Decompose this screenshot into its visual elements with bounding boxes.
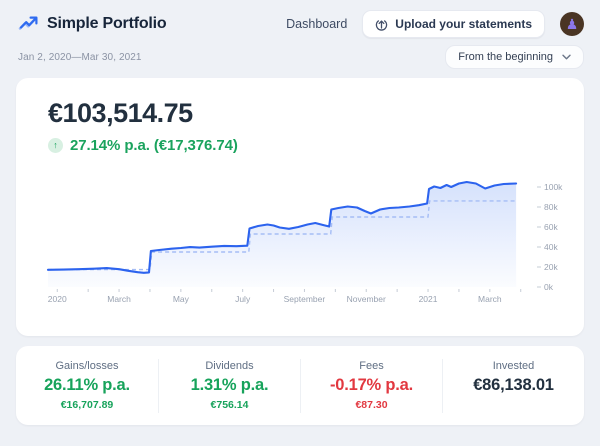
app-header: Simple Portfolio Dashboard Upload your s… — [0, 0, 600, 40]
stat-value: 26.11% p.a. — [44, 376, 130, 394]
svg-text:80k: 80k — [544, 202, 558, 212]
nav-dashboard-link[interactable]: Dashboard — [286, 17, 348, 31]
stats-summary-card: Gains/losses 26.11% p.a. €16,707.89 Divi… — [16, 346, 584, 425]
stat-label: Fees — [359, 360, 384, 372]
stat-subvalue: €756.14 — [210, 399, 249, 411]
stat-label: Dividends — [205, 360, 254, 372]
stat-value: 1.31% p.a. — [190, 376, 269, 394]
svg-text:July: July — [235, 294, 251, 304]
svg-text:November: November — [347, 294, 386, 304]
stat-subvalue: €87.30 — [355, 399, 388, 411]
brand: Simple Portfolio — [18, 14, 167, 34]
portfolio-summary-card: €103,514.75 ↑ 27.14% p.a. (€17,376.74) 2… — [16, 78, 584, 336]
svg-text:100k: 100k — [544, 182, 563, 192]
trending-up-logo-icon — [18, 14, 39, 34]
date-range-label: Jan 2, 2020—Mar 30, 2021 — [18, 51, 142, 63]
portfolio-value-chart: 2020 March May July September November 2021 Mar… — [46, 180, 563, 304]
svg-text:May: May — [173, 294, 190, 304]
stat-label: Invested — [492, 360, 535, 372]
svg-text:60k: 60k — [544, 222, 558, 232]
period-select-dropdown[interactable]: From the beginning — [445, 45, 584, 69]
chart-container: 2020 March May July September November 2021 Mar… — [16, 175, 584, 314]
return-row: ↑ 27.14% p.a. (€17,376.74) — [16, 135, 584, 155]
stat-label: Gains/losses — [55, 360, 119, 372]
upload-button-label: Upload your statements — [395, 17, 532, 31]
svg-text:March: March — [107, 294, 131, 304]
stat-value: -0.17% p.a. — [329, 376, 414, 394]
svg-text:September: September — [284, 294, 326, 304]
svg-text:2020: 2020 — [48, 294, 67, 304]
svg-text:0k: 0k — [544, 282, 554, 292]
svg-text:40k: 40k — [544, 242, 558, 252]
total-portfolio-value: €103,514.75 — [48, 98, 193, 128]
svg-text:2021: 2021 — [419, 294, 438, 304]
stat-invested: Invested €86,138.01 — [442, 359, 584, 413]
svg-text:20k: 20k — [544, 262, 558, 272]
chevron-down-icon — [562, 54, 571, 60]
stat-gains-losses: Gains/losses 26.11% p.a. €16,707.89 — [16, 359, 158, 413]
arrow-up-badge-icon: ↑ — [48, 137, 63, 153]
header-actions: Dashboard Upload your statements ♟ — [286, 10, 584, 38]
user-avatar[interactable]: ♟ — [560, 12, 584, 36]
stat-subvalue: €16,707.89 — [60, 399, 114, 411]
stat-value: €86,138.01 — [473, 376, 554, 394]
upload-statements-button[interactable]: Upload your statements — [362, 10, 545, 38]
stat-fees: Fees -0.17% p.a. €87.30 — [300, 359, 442, 413]
filter-toolbar: Jan 2, 2020—Mar 30, 2021 From the beginn… — [0, 40, 600, 78]
upload-icon — [375, 18, 388, 31]
stat-dividends: Dividends 1.31% p.a. €756.14 — [158, 359, 300, 413]
app-title: Simple Portfolio — [47, 15, 167, 32]
period-select-value: From the beginning — [458, 51, 553, 63]
annualized-return: 27.14% p.a. (€17,376.74) — [70, 136, 238, 154]
svg-text:March: March — [478, 294, 502, 304]
